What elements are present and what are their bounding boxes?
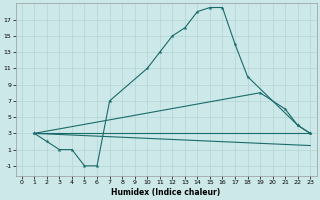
X-axis label: Humidex (Indice chaleur): Humidex (Indice chaleur) xyxy=(111,188,221,197)
